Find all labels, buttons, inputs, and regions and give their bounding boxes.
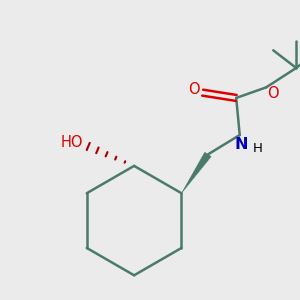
Polygon shape (182, 152, 211, 193)
Text: HO: HO (61, 135, 84, 150)
Text: O: O (188, 82, 200, 97)
Text: O: O (267, 86, 278, 101)
Text: N: N (234, 137, 247, 152)
Text: H: H (253, 142, 263, 155)
